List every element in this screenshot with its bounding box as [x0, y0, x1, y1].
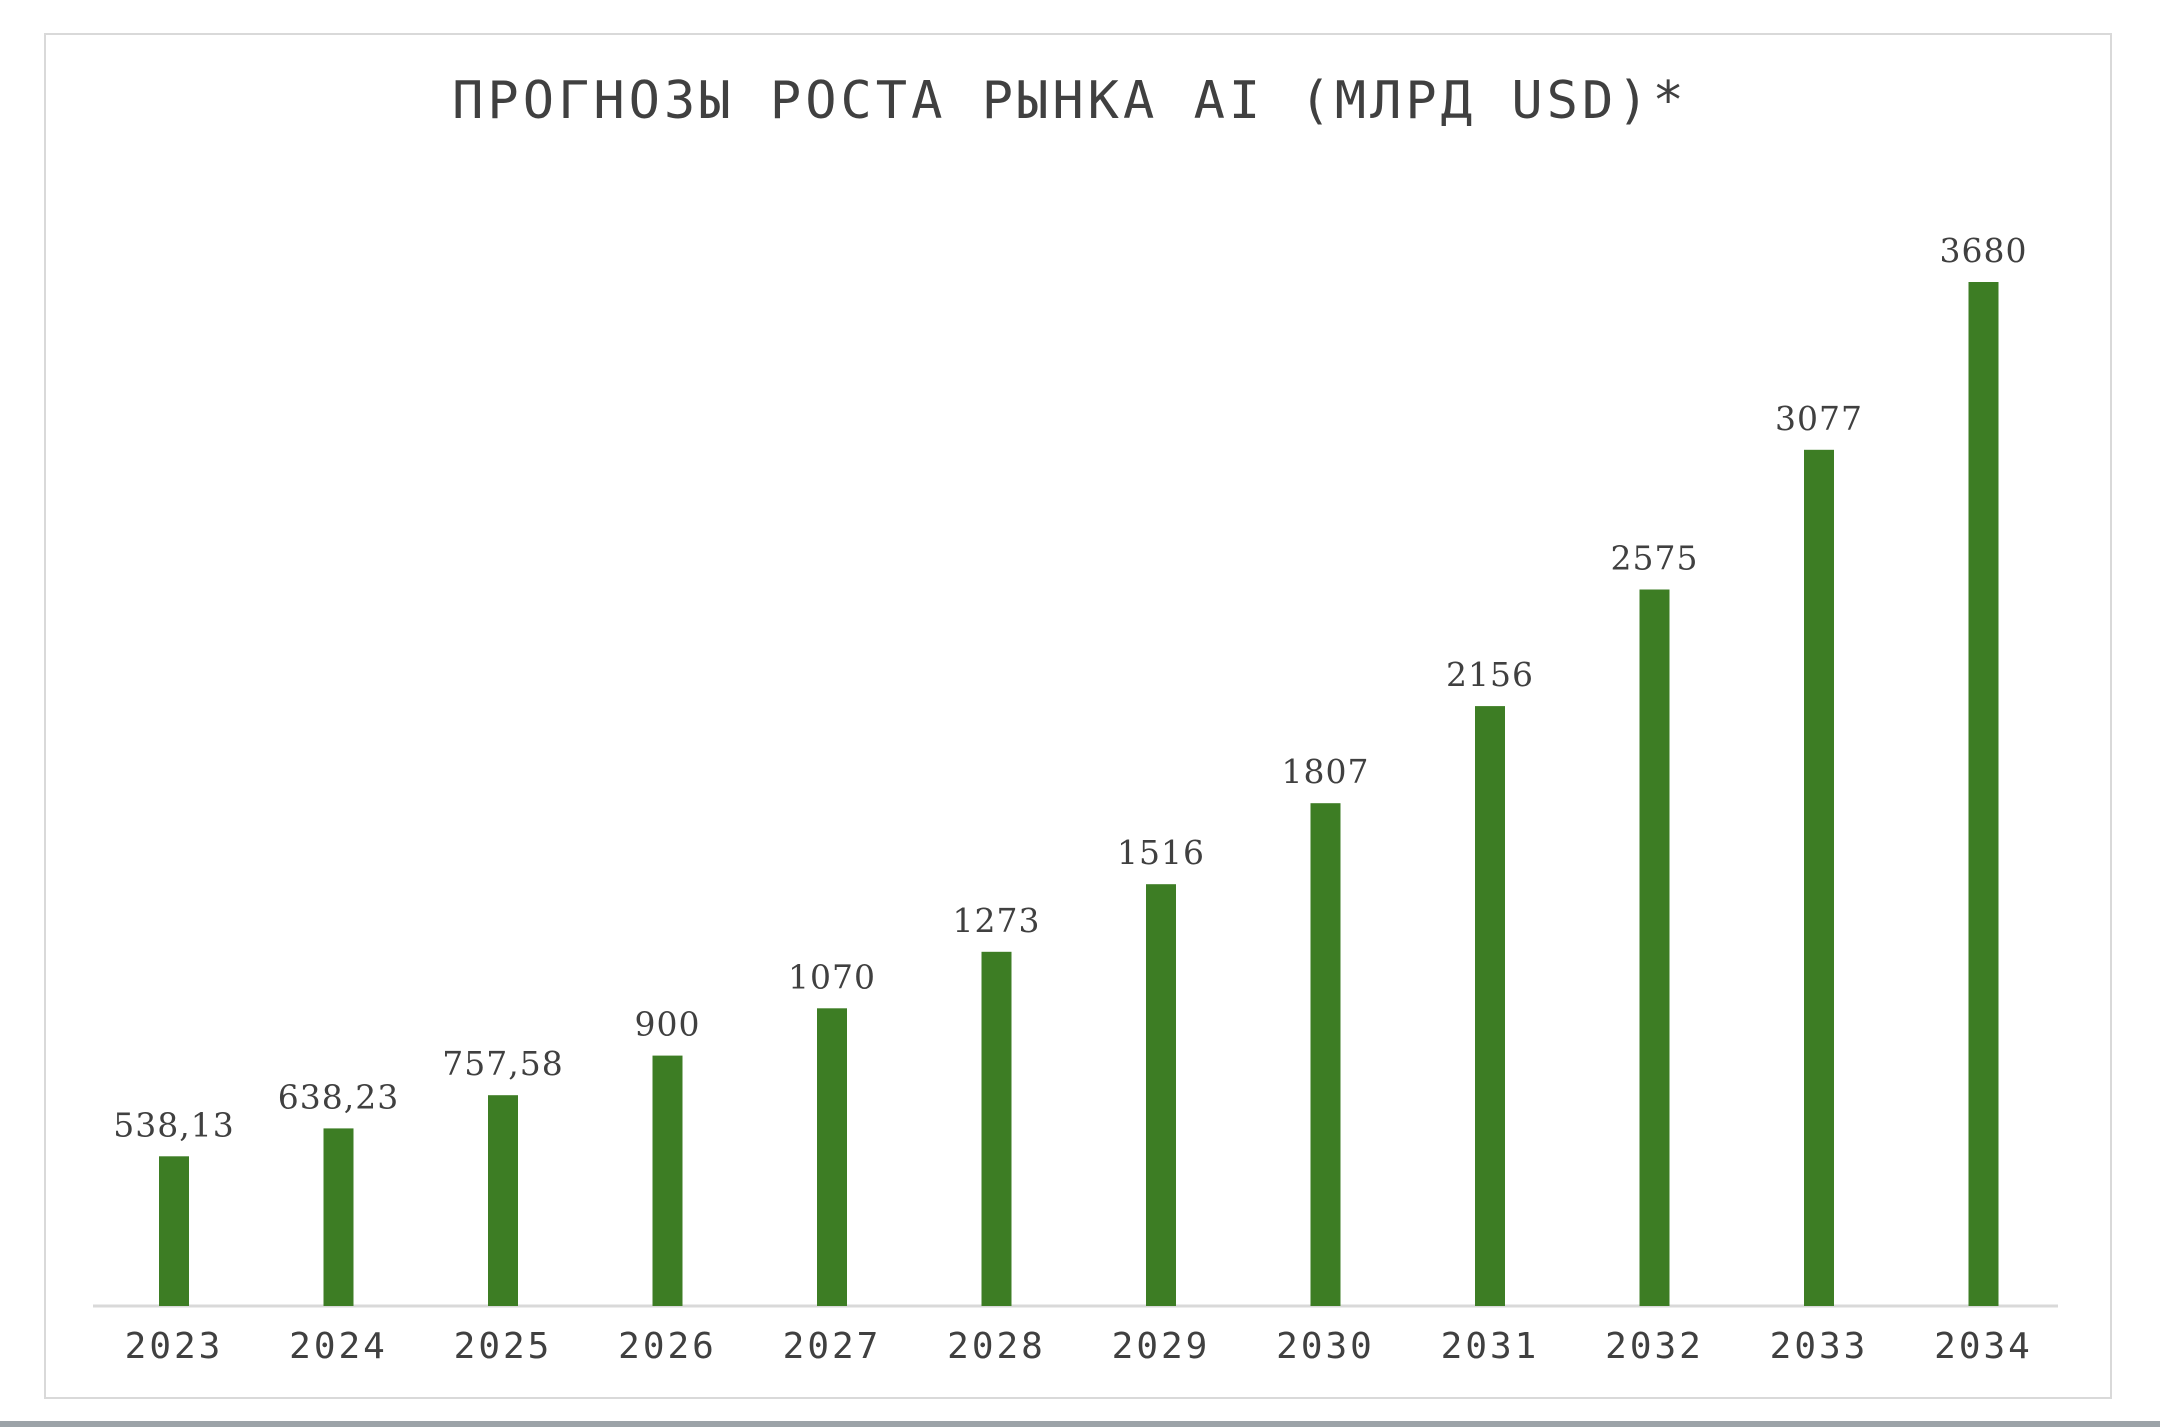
bar-2029 — [1146, 884, 1176, 1306]
data-label-2024: 638,23 — [278, 1077, 399, 1116]
bottom-border-strip — [0, 1421, 2160, 1427]
x-tick-label-2032: 2032 — [1605, 1326, 1704, 1367]
bar-2023 — [159, 1156, 189, 1306]
bar-2026 — [652, 1055, 683, 1306]
chart-frame — [44, 33, 2112, 1399]
bar-2028 — [981, 951, 1012, 1306]
data-labels-group: 538,13 638,23 757,58 900 1070 1273 1516 1807 215… — [113, 231, 2028, 1144]
x-tick-label-2030: 2030 — [1276, 1326, 1375, 1367]
data-label-2032: 2575 — [1611, 539, 1699, 578]
data-label-2034: 3680 — [1940, 231, 2028, 270]
data-label-2025: 757,58 — [442, 1044, 563, 1083]
bar-2033 — [1804, 449, 1834, 1306]
data-label-2029: 1516 — [1117, 833, 1205, 872]
bar-2027 — [817, 1008, 847, 1306]
x-tick-label-2034: 2034 — [1934, 1326, 2033, 1367]
x-tick-label-2033: 2033 — [1770, 1326, 1869, 1367]
bar-2025 — [488, 1095, 518, 1306]
x-tick-label-2023: 2023 — [125, 1326, 224, 1367]
x-tick-labels-group: 2023 2024 2025 2026 2027 2028 2029 2030 2031 2032… — [125, 1326, 2033, 1367]
bar-2030 — [1310, 803, 1341, 1306]
bar-2024 — [323, 1128, 354, 1306]
x-tick-label-2031: 2031 — [1441, 1326, 1540, 1367]
bars-group — [159, 282, 1999, 1306]
data-label-2031: 2156 — [1446, 655, 1534, 694]
x-tick-label-2026: 2026 — [618, 1326, 717, 1367]
data-label-2027: 1070 — [788, 957, 876, 996]
data-label-2033: 3077 — [1775, 399, 1863, 438]
chart-title: ПРОГНОЗЫ РОСТА РЫНКА AI (МЛРД USD)* — [452, 71, 1688, 131]
data-label-2026: 900 — [635, 1005, 701, 1044]
x-tick-label-2024: 2024 — [289, 1326, 388, 1367]
bar-2032 — [1639, 589, 1670, 1306]
x-tick-label-2029: 2029 — [1112, 1326, 1211, 1367]
x-tick-label-2028: 2028 — [947, 1326, 1046, 1367]
data-label-2028: 1273 — [953, 901, 1041, 940]
x-tick-label-2027: 2027 — [783, 1326, 882, 1367]
data-label-2030: 1807 — [1282, 752, 1370, 791]
x-tick-label-2025: 2025 — [454, 1326, 553, 1367]
data-label-2023: 538,13 — [113, 1105, 234, 1144]
bar-2034 — [1968, 282, 1999, 1306]
bar-2031 — [1475, 706, 1505, 1306]
